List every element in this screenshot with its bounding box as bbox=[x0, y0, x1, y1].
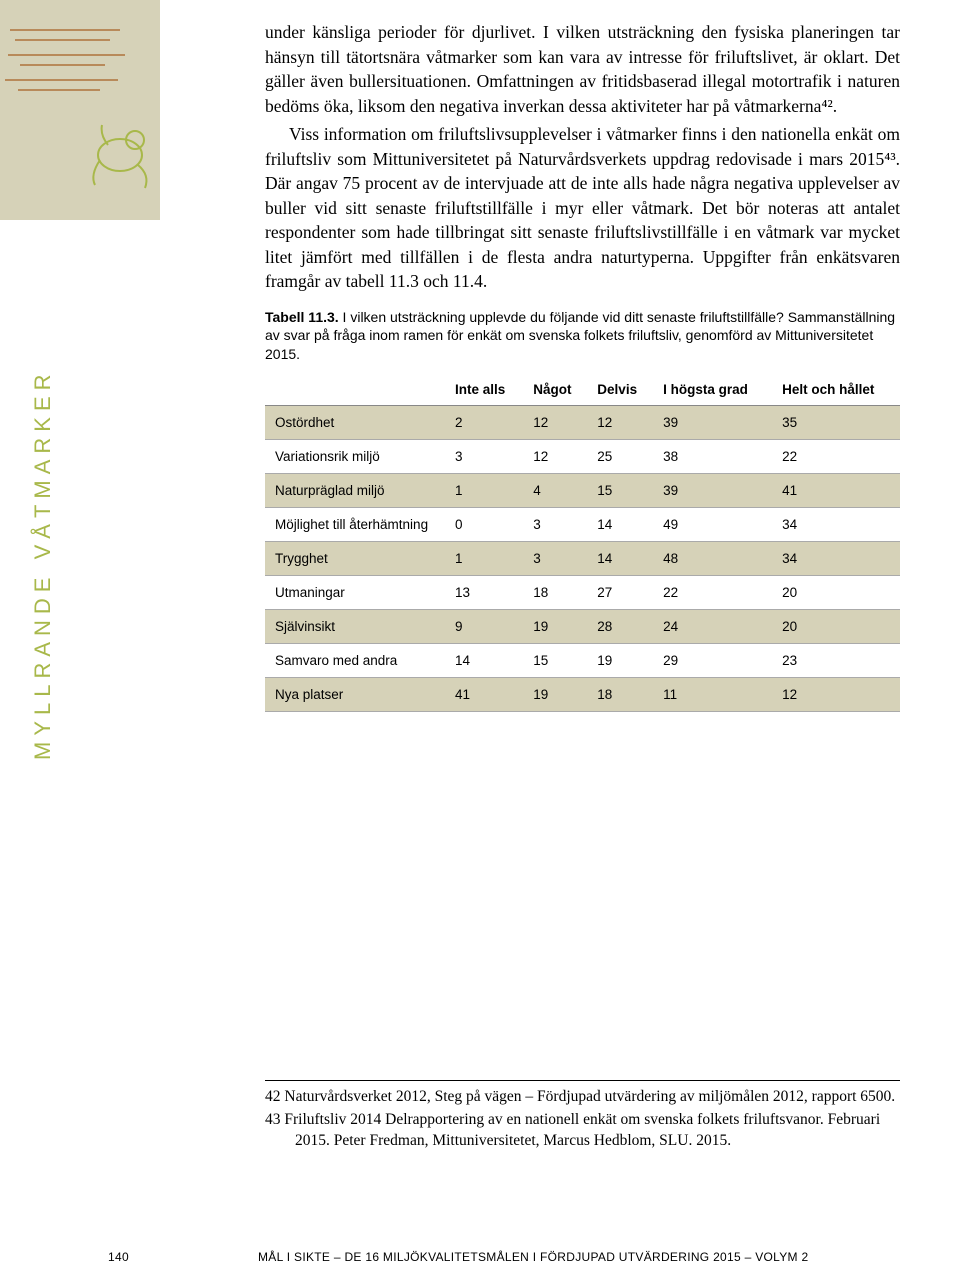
cell-value: 19 bbox=[523, 678, 587, 712]
cell-value: 13 bbox=[445, 576, 523, 610]
row-label: Utmaningar bbox=[265, 576, 445, 610]
table-row: Naturpräglad miljö14153941 bbox=[265, 474, 900, 508]
footnote-rule bbox=[265, 1080, 900, 1081]
table-row: Utmaningar1318272220 bbox=[265, 576, 900, 610]
page-footer: 140MÅL I SIKTE – DE 16 MILJÖKVALITETSMÅL… bbox=[108, 1250, 900, 1264]
cell-value: 25 bbox=[587, 440, 653, 474]
survey-table: Inte alls Något Delvis I högsta grad Hel… bbox=[265, 374, 900, 712]
cell-value: 38 bbox=[653, 440, 772, 474]
cell-value: 12 bbox=[772, 678, 900, 712]
cell-value: 23 bbox=[772, 644, 900, 678]
table-caption-text: I vilken utsträckning upplevde du följan… bbox=[265, 309, 895, 363]
row-label: Nya platser bbox=[265, 678, 445, 712]
cell-value: 12 bbox=[523, 440, 587, 474]
cell-value: 39 bbox=[653, 474, 772, 508]
cell-value: 41 bbox=[772, 474, 900, 508]
cell-value: 3 bbox=[523, 542, 587, 576]
table-row: Nya platser4119181112 bbox=[265, 678, 900, 712]
cell-value: 14 bbox=[587, 508, 653, 542]
cell-value: 18 bbox=[523, 576, 587, 610]
table-row: Självinsikt919282420 bbox=[265, 610, 900, 644]
table-row: Samvaro med andra1415192923 bbox=[265, 644, 900, 678]
col-header bbox=[265, 374, 445, 406]
cell-value: 15 bbox=[587, 474, 653, 508]
row-label: Naturpräglad miljö bbox=[265, 474, 445, 508]
cell-value: 22 bbox=[772, 440, 900, 474]
table-row: Variationsrik miljö312253822 bbox=[265, 440, 900, 474]
row-label: Trygghet bbox=[265, 542, 445, 576]
cell-value: 34 bbox=[772, 508, 900, 542]
table-row: Trygghet13144834 bbox=[265, 542, 900, 576]
cell-value: 14 bbox=[445, 644, 523, 678]
cell-value: 18 bbox=[587, 678, 653, 712]
section-illustration bbox=[0, 0, 160, 220]
table-row: Ostördhet212123935 bbox=[265, 406, 900, 440]
cell-value: 49 bbox=[653, 508, 772, 542]
main-content: under känsliga perioder för djurlivet. I… bbox=[265, 20, 900, 712]
cell-value: 12 bbox=[587, 406, 653, 440]
cell-value: 28 bbox=[587, 610, 653, 644]
cell-value: 19 bbox=[587, 644, 653, 678]
row-label: Möjlighet till återhämtning bbox=[265, 508, 445, 542]
table-number: Tabell 11.3. bbox=[265, 309, 339, 325]
page-number: 140 bbox=[108, 1250, 258, 1264]
cell-value: 20 bbox=[772, 576, 900, 610]
cell-value: 27 bbox=[587, 576, 653, 610]
cell-value: 1 bbox=[445, 542, 523, 576]
cell-value: 3 bbox=[445, 440, 523, 474]
cell-value: 29 bbox=[653, 644, 772, 678]
col-header: I högsta grad bbox=[653, 374, 772, 406]
table-row: Möjlighet till återhämtning03144934 bbox=[265, 508, 900, 542]
cell-value: 39 bbox=[653, 406, 772, 440]
cell-value: 12 bbox=[523, 406, 587, 440]
cell-value: 14 bbox=[587, 542, 653, 576]
footnote-43: 43 Friluftsliv 2014 Delrapportering av e… bbox=[265, 1110, 900, 1152]
paragraph-2: Viss information om friluftslivsupplevel… bbox=[265, 122, 900, 294]
footnote-42: 42 Naturvårdsverket 2012, Steg på vägen … bbox=[265, 1087, 900, 1108]
cell-value: 4 bbox=[523, 474, 587, 508]
table-caption: Tabell 11.3. I vilken utsträckning upple… bbox=[265, 308, 900, 365]
row-label: Ostördhet bbox=[265, 406, 445, 440]
cell-value: 9 bbox=[445, 610, 523, 644]
cell-value: 48 bbox=[653, 542, 772, 576]
col-header: Helt och hållet bbox=[772, 374, 900, 406]
paragraph-1: under känsliga perioder för djurlivet. I… bbox=[265, 20, 900, 118]
cell-value: 15 bbox=[523, 644, 587, 678]
cell-value: 0 bbox=[445, 508, 523, 542]
cell-value: 3 bbox=[523, 508, 587, 542]
cell-value: 34 bbox=[772, 542, 900, 576]
cell-value: 35 bbox=[772, 406, 900, 440]
col-header: Delvis bbox=[587, 374, 653, 406]
footer-text: MÅL I SIKTE – DE 16 MILJÖKVALITETSMÅLEN … bbox=[258, 1250, 808, 1264]
row-label: Variationsrik miljö bbox=[265, 440, 445, 474]
col-header: Inte alls bbox=[445, 374, 523, 406]
row-label: Samvaro med andra bbox=[265, 644, 445, 678]
cell-value: 19 bbox=[523, 610, 587, 644]
col-header: Något bbox=[523, 374, 587, 406]
cell-value: 11 bbox=[653, 678, 772, 712]
cell-value: 20 bbox=[772, 610, 900, 644]
row-label: Självinsikt bbox=[265, 610, 445, 644]
cell-value: 24 bbox=[653, 610, 772, 644]
table-header-row: Inte alls Något Delvis I högsta grad Hel… bbox=[265, 374, 900, 406]
cell-value: 22 bbox=[653, 576, 772, 610]
cell-value: 1 bbox=[445, 474, 523, 508]
footnotes: 42 Naturvårdsverket 2012, Steg på vägen … bbox=[265, 1080, 900, 1154]
section-label: MYLLRANDE VÅTMARKER bbox=[30, 368, 56, 760]
cell-value: 2 bbox=[445, 406, 523, 440]
cell-value: 41 bbox=[445, 678, 523, 712]
